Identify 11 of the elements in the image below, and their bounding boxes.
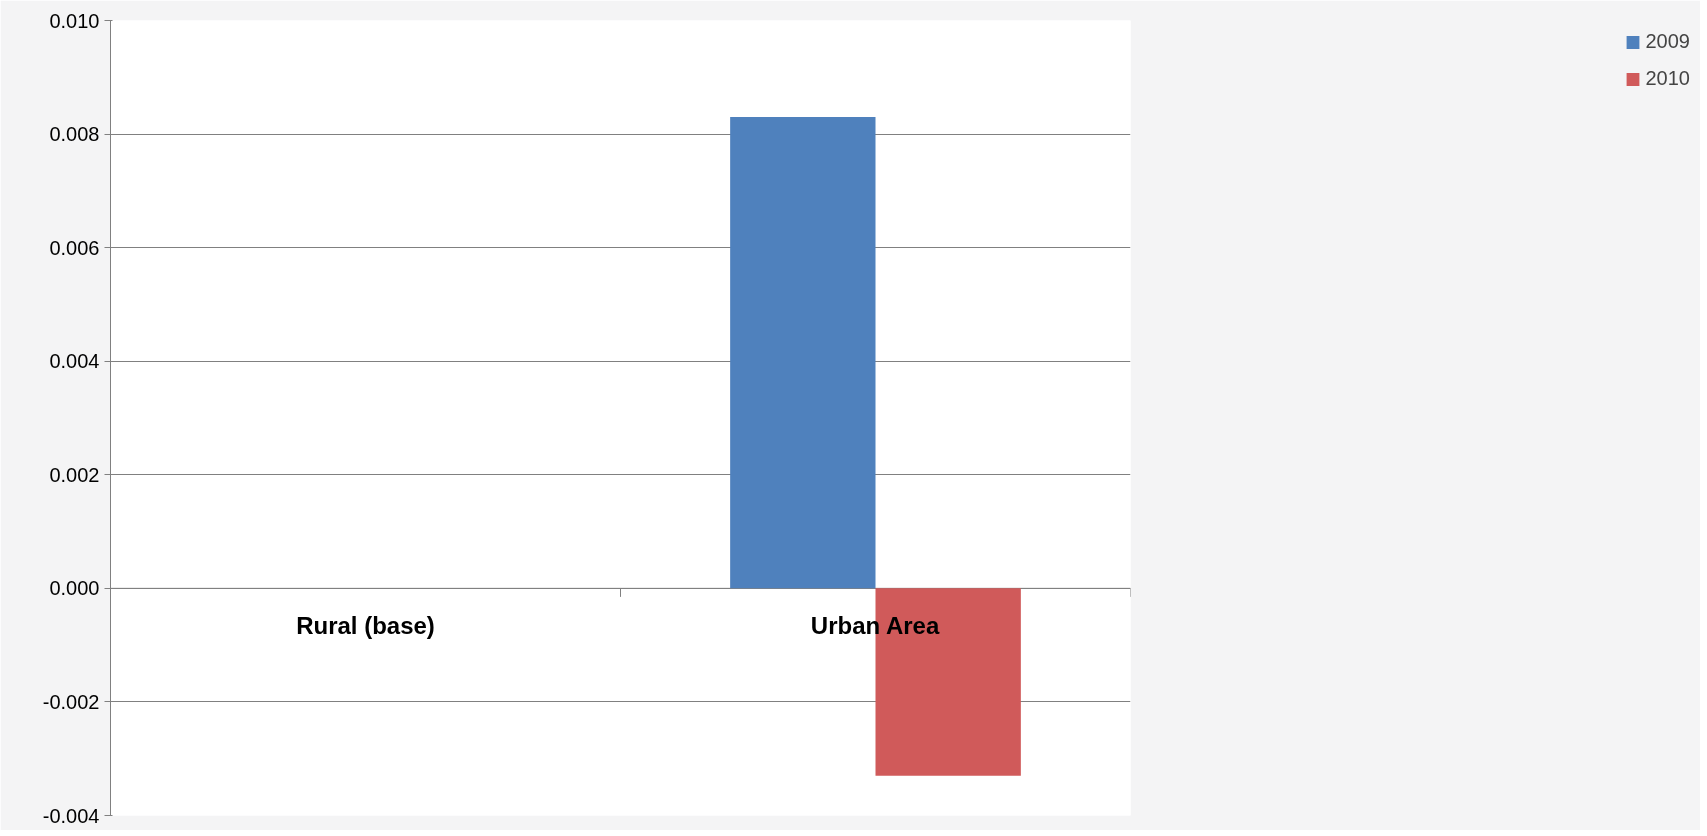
- y-tick-label: 0.000: [49, 577, 100, 600]
- legend-label: 2010: [1645, 67, 1690, 90]
- y-tick-label: -0.004: [42, 804, 100, 827]
- y-tick-label: 0.004: [49, 350, 100, 373]
- y-tick-label: 0.008: [49, 123, 100, 146]
- legend-label: 2009: [1645, 30, 1690, 53]
- y-tick-label: 0.002: [49, 463, 100, 486]
- y-tick-label: 0.010: [49, 9, 100, 32]
- y-tick-label: 0.006: [49, 236, 100, 259]
- y-tick-label: -0.002: [42, 690, 100, 713]
- x-tick-label: Rural (base): [296, 611, 435, 639]
